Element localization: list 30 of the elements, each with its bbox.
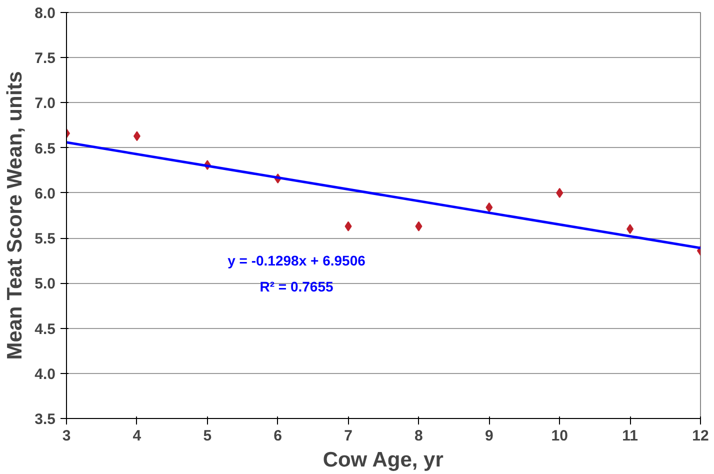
point xyxy=(626,224,634,234)
x-tick-label: 8 xyxy=(414,428,423,444)
x-tick-label: 6 xyxy=(274,428,282,444)
annotation: R² = 0.7655 xyxy=(260,278,334,294)
point xyxy=(486,202,493,212)
x-tick-label: 10 xyxy=(551,428,568,444)
point xyxy=(415,221,422,232)
x-tick-label: 3 xyxy=(62,428,71,444)
y-tick-label: 4.5 xyxy=(34,320,56,338)
y-tick-label: 6.5 xyxy=(34,140,56,158)
y-tick-label: 5.5 xyxy=(34,230,56,248)
y-tick-label: 7.0 xyxy=(34,95,56,112)
y-tick-label: 8.0 xyxy=(34,5,56,22)
x-tick-label: 9 xyxy=(484,428,494,444)
point xyxy=(344,221,352,232)
point xyxy=(133,131,140,142)
y-tick-label: 6.0 xyxy=(34,185,56,202)
point xyxy=(556,188,564,198)
x-tick-label: 7 xyxy=(344,428,352,444)
x-tick-label: 12 xyxy=(692,428,709,444)
x-tick-label: 5 xyxy=(203,428,212,444)
x-axis-title: Cow Age, yr xyxy=(322,448,444,472)
y-tick-label: 7.5 xyxy=(34,50,56,68)
x-tick-label: 4 xyxy=(132,428,142,444)
x-tick-label: 11 xyxy=(622,428,638,444)
y-tick-label: 4.0 xyxy=(34,366,56,383)
y-tick-label: 5.0 xyxy=(34,276,56,293)
y-axis-title: Mean Teat Score Wean, units xyxy=(4,71,27,360)
annotation: y = -0.1298x + 6.9506 xyxy=(228,252,366,268)
y-tick-label: 3.5 xyxy=(34,411,56,428)
